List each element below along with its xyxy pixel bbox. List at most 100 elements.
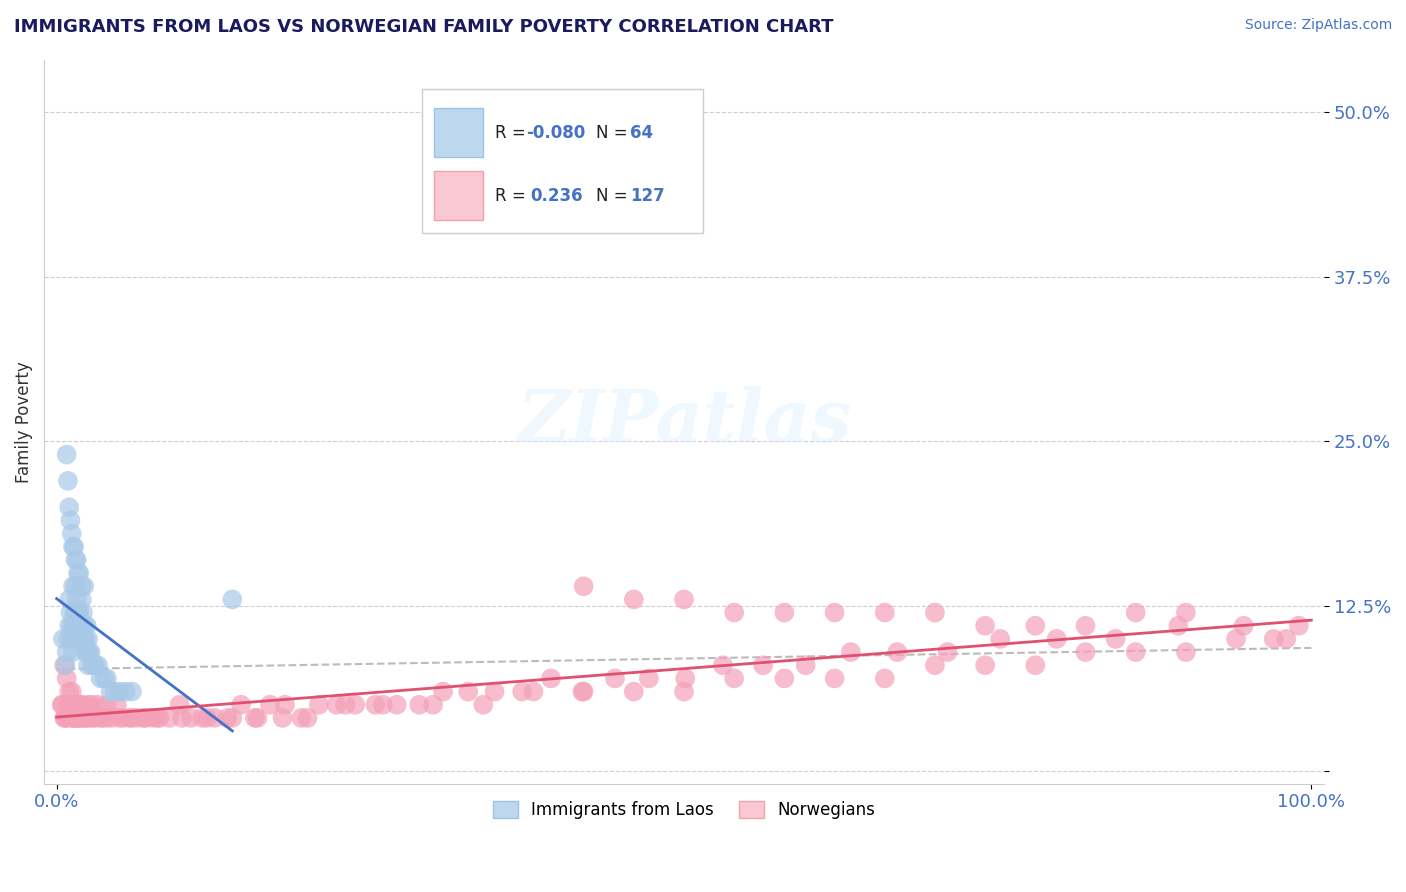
Point (1024, 619, 1046, 633)
Point (1074, 645, 1097, 659)
Text: R =: R = (495, 124, 530, 142)
Point (1263, 632, 1285, 646)
Point (55, 711, 77, 725)
Point (58, 684, 80, 698)
Point (1046, 632, 1069, 646)
Point (103, 684, 125, 698)
Point (63, 606, 86, 620)
Point (87, 658, 110, 673)
Point (1074, 619, 1097, 633)
Point (873, 672, 896, 686)
Point (80, 658, 103, 673)
Point (65, 553, 87, 567)
Point (924, 658, 946, 673)
FancyBboxPatch shape (434, 171, 484, 220)
Point (76, 711, 98, 725)
Point (134, 711, 156, 725)
Point (108, 684, 131, 698)
Point (65, 632, 87, 646)
Point (221, 711, 243, 725)
Text: R =: R = (495, 186, 530, 205)
Point (66, 566, 89, 580)
Legend: Immigrants from Laos, Norwegians: Immigrants from Laos, Norwegians (486, 795, 882, 826)
Text: 64: 64 (630, 124, 654, 142)
Point (69, 711, 91, 725)
Point (58, 698, 80, 712)
Point (195, 711, 218, 725)
Text: -0.080: -0.080 (527, 124, 586, 142)
Point (55, 645, 77, 659)
Point (1104, 632, 1126, 646)
Point (839, 645, 862, 659)
Point (73, 579, 96, 593)
Point (56, 698, 79, 712)
Point (988, 632, 1011, 646)
Point (118, 711, 141, 725)
Point (79, 645, 101, 659)
Point (522, 684, 544, 698)
Point (571, 684, 593, 698)
Point (1125, 645, 1147, 659)
Point (112, 711, 135, 725)
Point (70, 711, 93, 725)
Point (344, 698, 367, 712)
Point (76, 645, 98, 659)
Text: N =: N = (596, 124, 633, 142)
Point (62, 579, 84, 593)
Point (67, 566, 90, 580)
Point (1275, 632, 1298, 646)
Point (66, 698, 89, 712)
Point (101, 711, 124, 725)
Point (58, 619, 80, 633)
Point (66, 711, 89, 725)
Point (53, 658, 76, 673)
Point (141, 711, 163, 725)
Point (96, 711, 118, 725)
Point (63, 711, 86, 725)
Point (66, 711, 89, 725)
Point (824, 672, 846, 686)
Point (55, 672, 77, 686)
Point (172, 711, 194, 725)
Point (83, 711, 105, 725)
Text: Source: ZipAtlas.com: Source: ZipAtlas.com (1244, 18, 1392, 32)
Point (794, 658, 817, 673)
Point (191, 711, 214, 725)
Point (73, 632, 96, 646)
Point (59, 513, 82, 527)
Text: IMMIGRANTS FROM LAOS VS NORWEGIAN FAMILY POVERTY CORRELATION CHART: IMMIGRANTS FROM LAOS VS NORWEGIAN FAMILY… (14, 18, 834, 36)
Point (66, 619, 89, 633)
Point (67, 698, 90, 712)
Point (53, 711, 76, 725)
Text: 127: 127 (630, 186, 665, 205)
Point (56, 632, 79, 646)
Point (77, 711, 100, 725)
Point (114, 684, 136, 698)
Point (67, 606, 90, 620)
Point (159, 711, 181, 725)
Point (180, 711, 202, 725)
Point (72, 606, 94, 620)
Point (271, 711, 294, 725)
Point (84, 658, 107, 673)
Point (100, 684, 122, 698)
Point (55, 711, 77, 725)
Point (572, 579, 595, 593)
Point (540, 672, 562, 686)
Point (274, 698, 297, 712)
Point (623, 592, 645, 607)
Point (60, 632, 83, 646)
Point (243, 711, 266, 725)
Point (148, 711, 170, 725)
Point (59, 698, 82, 712)
Point (66, 606, 89, 620)
Point (72, 632, 94, 646)
Point (325, 698, 347, 712)
Point (105, 698, 128, 712)
Point (93, 672, 115, 686)
Point (1174, 606, 1197, 620)
Point (125, 711, 148, 725)
Point (65, 606, 87, 620)
Point (63, 619, 86, 633)
Point (886, 645, 908, 659)
